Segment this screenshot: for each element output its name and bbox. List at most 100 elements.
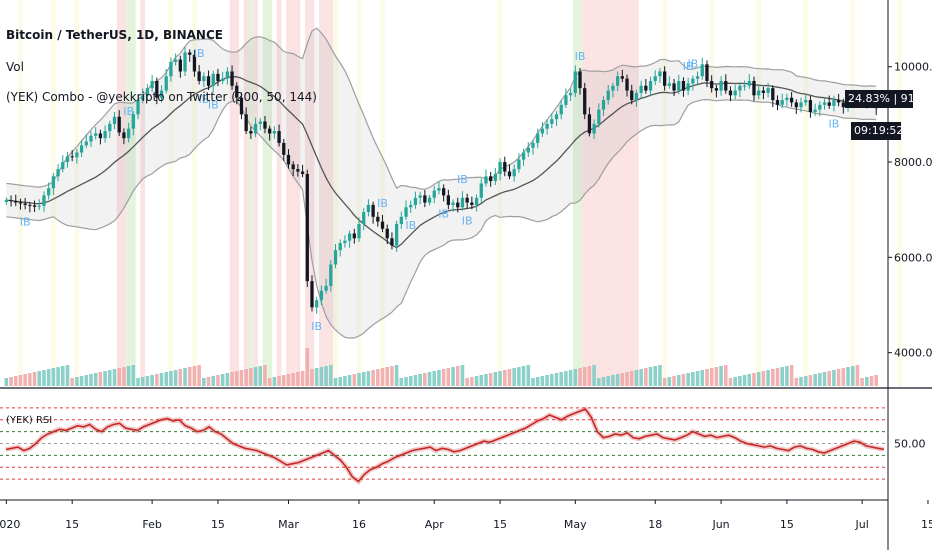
volume-bar (408, 376, 413, 386)
shade-column-red (610, 0, 616, 386)
shade-column-red (591, 0, 597, 386)
volume-bar (460, 365, 465, 386)
candle-body (733, 90, 737, 96)
shade-column-red (116, 0, 122, 386)
volume-bar (32, 372, 37, 386)
x-tick-label: 15 (493, 518, 507, 531)
price-tag: 24.83% | 9133.72 (845, 90, 932, 108)
candle-body (714, 88, 719, 91)
candle-body (413, 197, 418, 205)
ib-marker: IB (438, 208, 449, 221)
candle-body (319, 290, 324, 301)
candle-body (79, 145, 84, 153)
candle-body (536, 133, 540, 143)
volume-bar (286, 374, 291, 386)
shade-column-yellow (74, 0, 80, 386)
candle-body (178, 59, 182, 72)
candle-body (512, 169, 516, 177)
volume-bar (394, 365, 399, 386)
ib-marker: IB (575, 50, 586, 63)
volume-bar (300, 371, 305, 386)
candle-body (89, 135, 93, 142)
candle-body (394, 223, 399, 246)
candle-body (583, 88, 587, 115)
candle-body (813, 109, 817, 112)
candle-body (253, 123, 258, 134)
volume-bar (554, 373, 559, 386)
candle-body (442, 188, 446, 196)
candle-body (752, 81, 756, 96)
candle-body (37, 205, 41, 207)
ib-marker: IB (208, 99, 219, 112)
volume-bar (56, 367, 60, 386)
volume-bar (676, 375, 681, 386)
candle-body (159, 90, 164, 98)
ib-marker: IB (462, 214, 473, 227)
candle-body (122, 132, 126, 139)
shade-column-red (601, 0, 606, 386)
x-tick-label: Jun (711, 518, 729, 531)
volume-bar (865, 377, 869, 386)
volume-bar (51, 368, 56, 386)
volume-bar (112, 369, 117, 386)
ib-marker: IB (687, 58, 698, 71)
x-tick-label: 18 (648, 518, 662, 531)
volume-bar (404, 377, 408, 386)
candle-body (832, 100, 836, 106)
volume-bar (498, 371, 502, 386)
candle-body (56, 169, 60, 177)
volume-bar (131, 365, 136, 386)
candle-body (818, 104, 822, 110)
volume-bar (13, 376, 18, 386)
volume-bar (455, 366, 460, 386)
band-fill (6, 28, 877, 339)
shade-column-yellow (168, 0, 174, 386)
volume-bar (648, 367, 653, 386)
volume-bar (695, 371, 700, 386)
shade-column-red (140, 0, 146, 386)
candle-body (761, 90, 766, 93)
x-tick-label: 15 (780, 518, 794, 531)
volume-bar (601, 377, 606, 386)
candle-body (136, 100, 140, 115)
ib-marker: IB (457, 173, 468, 186)
candle-body (75, 152, 79, 158)
candle-body (249, 131, 253, 134)
candle-body (291, 164, 295, 170)
lower-band (6, 98, 877, 339)
shade-column-green (577, 0, 583, 386)
moving-average-layer (6, 76, 877, 249)
candle-body (300, 171, 305, 174)
candle-body (747, 81, 751, 86)
candle-body (14, 201, 18, 203)
volume-bar (4, 378, 9, 386)
volume-bar (681, 374, 686, 386)
volume-bar (159, 373, 164, 386)
candle-body (630, 90, 634, 101)
candle-body (517, 159, 521, 170)
candle-body (4, 200, 8, 203)
volume-bar (855, 365, 860, 386)
volume-bar (531, 378, 535, 386)
shade-column-yellow (709, 0, 715, 386)
candle-body (145, 88, 150, 96)
shade-column-red (619, 0, 625, 386)
candle-body (503, 162, 507, 172)
volume-bar (517, 367, 521, 386)
volume-bar (860, 378, 864, 386)
candle-body (385, 228, 389, 239)
candle-body (550, 119, 554, 124)
shade-column-yellow (803, 0, 809, 386)
x-tick-label: 15 (211, 518, 225, 531)
y-tick-label: 6000.00 (894, 251, 932, 264)
candle-body (352, 233, 356, 239)
candle-body (108, 123, 112, 132)
candle-body (587, 114, 592, 134)
candle-body (32, 205, 37, 207)
volume-bar (84, 375, 89, 386)
volume-bar (723, 365, 728, 386)
volume-bar (305, 348, 310, 386)
x-tick-label: Mar (278, 518, 299, 531)
candle-body (775, 100, 780, 105)
